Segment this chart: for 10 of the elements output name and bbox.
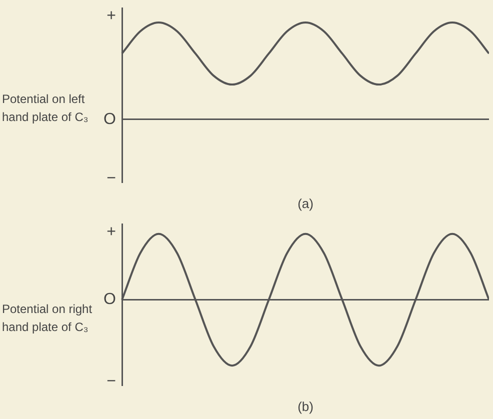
text: (a) bbox=[298, 196, 314, 211]
text: (b) bbox=[298, 398, 314, 414]
text: O bbox=[104, 291, 116, 308]
text: + bbox=[106, 7, 116, 24]
text: − bbox=[106, 372, 116, 390]
text: O bbox=[104, 110, 116, 128]
text: + bbox=[106, 223, 116, 240]
text: − bbox=[106, 170, 116, 187]
y-axis-title: Potential on right hand plate of C₃ bbox=[1, 300, 94, 336]
y-axis-title: Potential on left hand plate of C₃ bbox=[1, 91, 90, 126]
